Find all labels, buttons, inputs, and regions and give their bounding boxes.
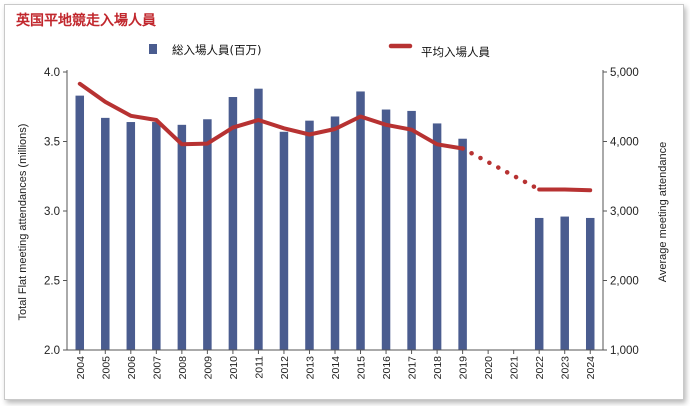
line-group (77, 81, 593, 193)
bar-2004 (75, 95, 85, 350)
x-tick-label-2005: 2005 (100, 356, 112, 380)
axes-group: 2.0 2.5 3.0 3.5 4.0 1,000 2,000 3,000 4,000 5,000… (44, 67, 639, 379)
y-left-tick-label: 2.5 (44, 276, 60, 288)
x-tick-label-2021: 2021 (509, 356, 521, 380)
legend: 総入場人員(百万) 平均入場人員 (149, 43, 490, 59)
bar-2007 (152, 122, 161, 350)
x-tick-label-2004: 2004 (75, 356, 87, 380)
bar-2010 (228, 97, 238, 351)
x-tick-label-2019: 2019 (458, 356, 470, 380)
x-tick-label-2018: 2018 (432, 356, 444, 380)
y-left-tick-label: 2.0 (44, 345, 60, 357)
bar-2008 (177, 124, 187, 350)
y-left-tick-label: 3.0 (44, 206, 60, 218)
legend-bar-label: 総入場人員(百万) (172, 43, 261, 57)
bar-2013 (305, 120, 314, 351)
bar-2016 (381, 109, 391, 350)
bar-2024 (585, 217, 595, 350)
y-right-tick-label: 3,000 (610, 206, 639, 218)
y-right-tick-label: 5,000 (610, 67, 639, 79)
x-tick-label-2017: 2017 (407, 356, 419, 380)
bar-2012 (279, 131, 289, 350)
x-tick-label-2006: 2006 (126, 356, 138, 380)
y-axis-right-label: Average meeting attendance (657, 142, 669, 282)
x-tick-label-2009: 2009 (202, 356, 214, 380)
y-right-tick-label: 2,000 (610, 276, 639, 288)
x-tick-label-2016: 2016 (381, 356, 393, 380)
bar-2006 (126, 122, 136, 350)
bar-2017 (407, 110, 416, 350)
chart-frame (4, 4, 684, 400)
bars-group (75, 88, 595, 351)
x-tick-label-2008: 2008 (177, 356, 189, 380)
bar-2005 (101, 117, 110, 351)
x-tick-label-2024: 2024 (585, 356, 597, 380)
y-right-tick-label: 4,000 (610, 137, 639, 149)
bar-2011 (254, 88, 263, 351)
y-axis-left-label: Total Flat meeting attendances (millions… (17, 124, 29, 321)
avg-line-2022-2024 (537, 187, 593, 193)
legend-line-label: 平均入場人員 (421, 45, 490, 59)
y-left-tick-label: 3.5 (44, 137, 60, 149)
bar-2015 (356, 91, 365, 351)
x-tick-label-2012: 2012 (279, 356, 291, 380)
x-tick-label-2010: 2010 (228, 356, 240, 380)
x-tick-label-2020: 2020 (483, 356, 495, 380)
x-tick-label-2013: 2013 (304, 356, 316, 380)
legend-bar-swatch (149, 44, 157, 54)
x-tick-label-2007: 2007 (151, 356, 163, 380)
bar-2018 (432, 123, 442, 351)
x-tick-label-2014: 2014 (330, 356, 342, 380)
bar-2023 (560, 216, 569, 350)
x-tick-label-2022: 2022 (534, 356, 546, 380)
avg-line-2004-2019 (77, 81, 465, 151)
bar-2022 (534, 217, 544, 350)
x-tick-label-2023: 2023 (560, 356, 572, 380)
y-right-tick-label: 1,000 (610, 345, 639, 357)
bar-2009 (203, 119, 212, 350)
x-tick-label-2015: 2015 (356, 356, 368, 380)
avg-line-dotted-gap (460, 146, 542, 192)
x-tick-label-2011: 2011 (253, 356, 265, 379)
y-left-tick-label: 4.0 (44, 67, 60, 79)
chart-title: 英国平地競走入場人員 (16, 13, 156, 29)
bar-2014 (330, 116, 340, 350)
bar-2019 (458, 138, 467, 350)
